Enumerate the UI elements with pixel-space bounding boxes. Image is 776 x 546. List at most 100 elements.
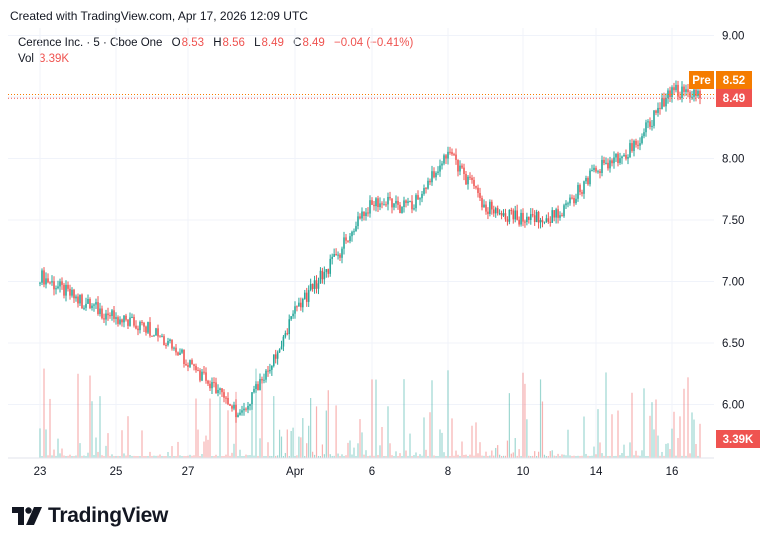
- volume-bar: [575, 455, 577, 458]
- volume-bar: [685, 455, 687, 458]
- candle-body: [153, 335, 155, 337]
- candle-body: [575, 198, 577, 204]
- price-axis[interactable]: 9.008.508.007.507.006.506.00: [722, 31, 744, 412]
- volume-bar: [379, 445, 381, 458]
- volume-bar: [499, 454, 501, 458]
- candle-body: [217, 389, 219, 394]
- candle-body: [583, 181, 585, 194]
- volume-bar: [459, 455, 461, 458]
- volume-bar: [147, 455, 149, 458]
- volume-bar: [339, 455, 341, 458]
- x-tick-label: 6: [369, 466, 375, 478]
- candle-body: [253, 388, 255, 393]
- volume-bar: [249, 455, 251, 458]
- volume-bar: [585, 453, 587, 458]
- volume-bar: [431, 380, 433, 458]
- volume-bar: [169, 455, 171, 458]
- candle-body: [93, 304, 95, 306]
- candle-body: [433, 171, 435, 178]
- volume-bar: [139, 455, 141, 458]
- volume-bar: [435, 455, 437, 458]
- candle-body: [175, 347, 177, 353]
- candle-body: [227, 397, 229, 405]
- symbol-name[interactable]: Cerence Inc. · 5 · Cboe One: [18, 37, 163, 49]
- volume-bar: [286, 429, 288, 458]
- volume-badge-text: 3.39K: [723, 434, 754, 446]
- candle-body: [191, 360, 193, 365]
- candle-body: [223, 392, 225, 398]
- volume-bars: [39, 368, 701, 458]
- candle-body: [99, 308, 101, 314]
- candle-body: [510, 209, 513, 211]
- time-axis[interactable]: 23 25 27 Apr 6 8 10 14 16: [8, 457, 714, 478]
- price-chart[interactable]: 9.008.508.007.507.006.506.00 232527Apr68…: [0, 0, 776, 490]
- candle-body: [302, 298, 304, 308]
- volume-bar: [207, 439, 209, 458]
- candle-body: [255, 384, 257, 389]
- grid: [8, 28, 714, 458]
- candle-body: [353, 231, 355, 233]
- pre-price-text: 8.52: [723, 75, 745, 87]
- candle-body: [229, 404, 231, 406]
- candle-body: [417, 195, 419, 200]
- candle-body: [401, 207, 403, 214]
- volume-bar: [587, 455, 589, 458]
- candle-body: [537, 211, 540, 223]
- volume-bar: [93, 455, 95, 458]
- open-label: O: [171, 37, 181, 49]
- candle-body: [613, 157, 615, 164]
- candle-body: [259, 379, 261, 391]
- volume-bar: [133, 455, 135, 458]
- volume-bar: [71, 456, 73, 458]
- candle-body: [213, 382, 215, 384]
- candle-body: [494, 208, 497, 214]
- volume-bar: [278, 429, 281, 458]
- volume-bar: [365, 450, 367, 458]
- volume-bar: [647, 455, 649, 458]
- candle-body: [261, 379, 263, 381]
- volume-bar: [417, 455, 419, 458]
- last-price-text: 8.49: [723, 93, 745, 105]
- candle-body: [609, 160, 611, 169]
- volume-bar: [579, 455, 581, 458]
- volume-bar: [167, 452, 169, 458]
- volume-bar: [381, 426, 383, 458]
- volume-bar: [561, 454, 563, 458]
- volume-bar: [61, 448, 63, 458]
- candle-body: [276, 352, 279, 359]
- candle-body: [661, 98, 663, 109]
- candle-body: [85, 303, 87, 308]
- candle-body: [526, 216, 528, 222]
- candle-body: [673, 87, 675, 91]
- volume-bar: [145, 455, 147, 458]
- candle-body: [425, 188, 427, 190]
- candle-body: [189, 360, 191, 367]
- volume-bar: [107, 433, 109, 458]
- candle-body: [489, 201, 491, 214]
- candle-body: [157, 328, 159, 337]
- candle-body: [577, 184, 579, 199]
- change-value: −0.04 (−0.41%): [334, 37, 414, 49]
- candle-body: [685, 89, 687, 92]
- volume-bar: [569, 455, 571, 458]
- tradingview-logo[interactable]: TradingView: [12, 504, 168, 528]
- volume-bar: [361, 432, 363, 458]
- pre-label-badge: [689, 71, 714, 89]
- pre-price-badge: [716, 71, 752, 89]
- volume-bar: [577, 455, 579, 458]
- volume-bar: [315, 406, 318, 458]
- candle-body: [286, 333, 289, 335]
- volume-bar: [383, 456, 385, 458]
- candle-body: [43, 270, 45, 285]
- candle-body: [587, 177, 589, 185]
- candle-body: [165, 345, 167, 347]
- volume-bar: [607, 456, 609, 458]
- candle-body: [419, 198, 421, 200]
- volume-bar: [280, 436, 283, 458]
- candle-body: [504, 213, 507, 220]
- volume-bar: [613, 455, 615, 458]
- volume-bar: [251, 402, 253, 458]
- candle-body: [147, 322, 149, 333]
- candle-body: [245, 408, 247, 410]
- candle-body: [177, 352, 179, 355]
